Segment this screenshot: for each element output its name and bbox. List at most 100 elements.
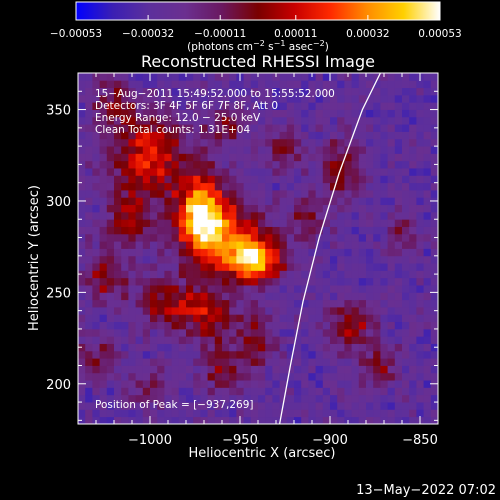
heatmap-cell: [106, 175, 115, 184]
heatmap-cell: [308, 343, 316, 352]
heatmap-cell: [380, 233, 388, 242]
heatmap-cell: [330, 146, 338, 154]
heatmap-cell: [200, 190, 208, 198]
heatmap-cell: [337, 343, 345, 352]
heatmap-cell: [308, 402, 316, 410]
heatmap-cell: [294, 131, 302, 140]
heatmap-cell: [193, 131, 201, 140]
heatmap-cell: [430, 365, 438, 374]
heatmap-cell: [142, 277, 151, 286]
heatmap-cell: [236, 409, 244, 418]
heatmap-cell: [272, 168, 280, 176]
heatmap-cell: [322, 175, 331, 184]
heatmap-cell: [337, 365, 345, 374]
heatmap-cell: [337, 124, 345, 132]
heatmap-cell: [99, 328, 108, 337]
heatmap-cell: [229, 307, 237, 315]
heatmap-cell: [186, 372, 194, 381]
heatmap-cell: [236, 241, 244, 249]
heatmap-cell: [286, 255, 295, 264]
heatmap-cell: [135, 285, 144, 293]
heatmap-cell: [135, 233, 144, 242]
heatmap-cell: [265, 197, 273, 206]
peak-position-label: Position of Peak = [−937,269]: [95, 399, 254, 411]
heatmap-cell: [150, 73, 158, 81]
heatmap-cell: [279, 204, 288, 213]
heatmap-cell: [200, 394, 208, 403]
heatmap-cell: [286, 299, 295, 308]
heatmap-cell: [193, 109, 201, 118]
heatmap-cell: [178, 80, 187, 89]
heatmap-cell: [402, 394, 410, 403]
heatmap-cell: [114, 102, 122, 110]
heatmap-cell: [106, 402, 115, 410]
heatmap-cell: [402, 402, 410, 410]
heatmap-cell: [92, 263, 100, 271]
heatmap-cell: [193, 307, 201, 315]
heatmap-cell: [214, 146, 223, 154]
heatmap-cell: [121, 416, 129, 424]
heatmap-cell: [330, 241, 338, 249]
heatmap-cell: [387, 277, 396, 286]
heatmap-cell: [366, 204, 374, 213]
heatmap-cell: [351, 168, 360, 176]
heatmap-cell: [106, 307, 115, 315]
heatmap-cell: [99, 277, 108, 286]
heatmap-cell: [430, 328, 438, 337]
heatmap-cell: [330, 365, 338, 374]
heatmap-cell: [402, 160, 410, 169]
heatmap-cell: [394, 131, 403, 140]
heatmap-cell: [200, 138, 208, 147]
heatmap-cell: [286, 380, 295, 388]
heatmap-cell: [387, 197, 396, 206]
heatmap-cell: [358, 109, 367, 118]
heatmap-cell: [308, 255, 316, 264]
heatmap-cell: [330, 233, 338, 242]
heatmap-cell: [229, 146, 237, 154]
heatmap-cell: [423, 365, 432, 374]
heatmap-cell: [92, 131, 100, 140]
heatmap-cell: [258, 307, 266, 315]
heatmap-cell: [150, 372, 158, 381]
heatmap-cell: [272, 307, 280, 315]
heatmap-cell: [366, 387, 374, 396]
heatmap-cell: [157, 358, 165, 366]
heatmap-cell: [402, 350, 410, 359]
heatmap-cell: [387, 94, 396, 103]
heatmap-cell: [351, 285, 360, 293]
heatmap-cell: [92, 226, 100, 235]
heatmap-cell: [150, 292, 158, 301]
heatmap-cell: [272, 131, 280, 140]
heatmap-cell: [430, 358, 438, 366]
heatmap-cell: [402, 336, 410, 344]
heatmap-cell: [265, 146, 273, 154]
heatmap-cell: [366, 409, 374, 418]
heatmap-cell: [200, 131, 208, 140]
heatmap-cell: [279, 94, 288, 103]
heatmap-cell: [394, 182, 403, 191]
heatmap-cell: [207, 292, 216, 301]
heatmap-cell: [106, 153, 115, 162]
heatmap-cell: [258, 146, 266, 154]
heatmap-cell: [265, 255, 273, 264]
heatmap-cell: [106, 124, 115, 132]
heatmap-cell: [265, 87, 273, 96]
heatmap-cell: [186, 292, 194, 301]
info-line-counts: Clean Total counts: 1.31E+04: [95, 124, 250, 136]
heatmap-cell: [430, 138, 438, 147]
heatmap-cell: [214, 380, 223, 388]
heatmap-cell: [416, 160, 424, 169]
heatmap-cell: [150, 241, 158, 249]
heatmap-cell: [243, 116, 252, 125]
heatmap-cell: [106, 226, 115, 235]
heatmap-cell: [114, 350, 122, 359]
heatmap-cell: [171, 343, 180, 352]
heatmap-cell: [135, 226, 144, 235]
heatmap-cell: [394, 307, 403, 315]
heatmap-cell: [301, 233, 309, 242]
heatmap-cell: [164, 116, 172, 125]
heatmap-cell: [250, 292, 259, 301]
heatmap-cell: [366, 219, 374, 227]
heatmap-cell: [358, 299, 367, 308]
heatmap-cell: [308, 190, 316, 198]
